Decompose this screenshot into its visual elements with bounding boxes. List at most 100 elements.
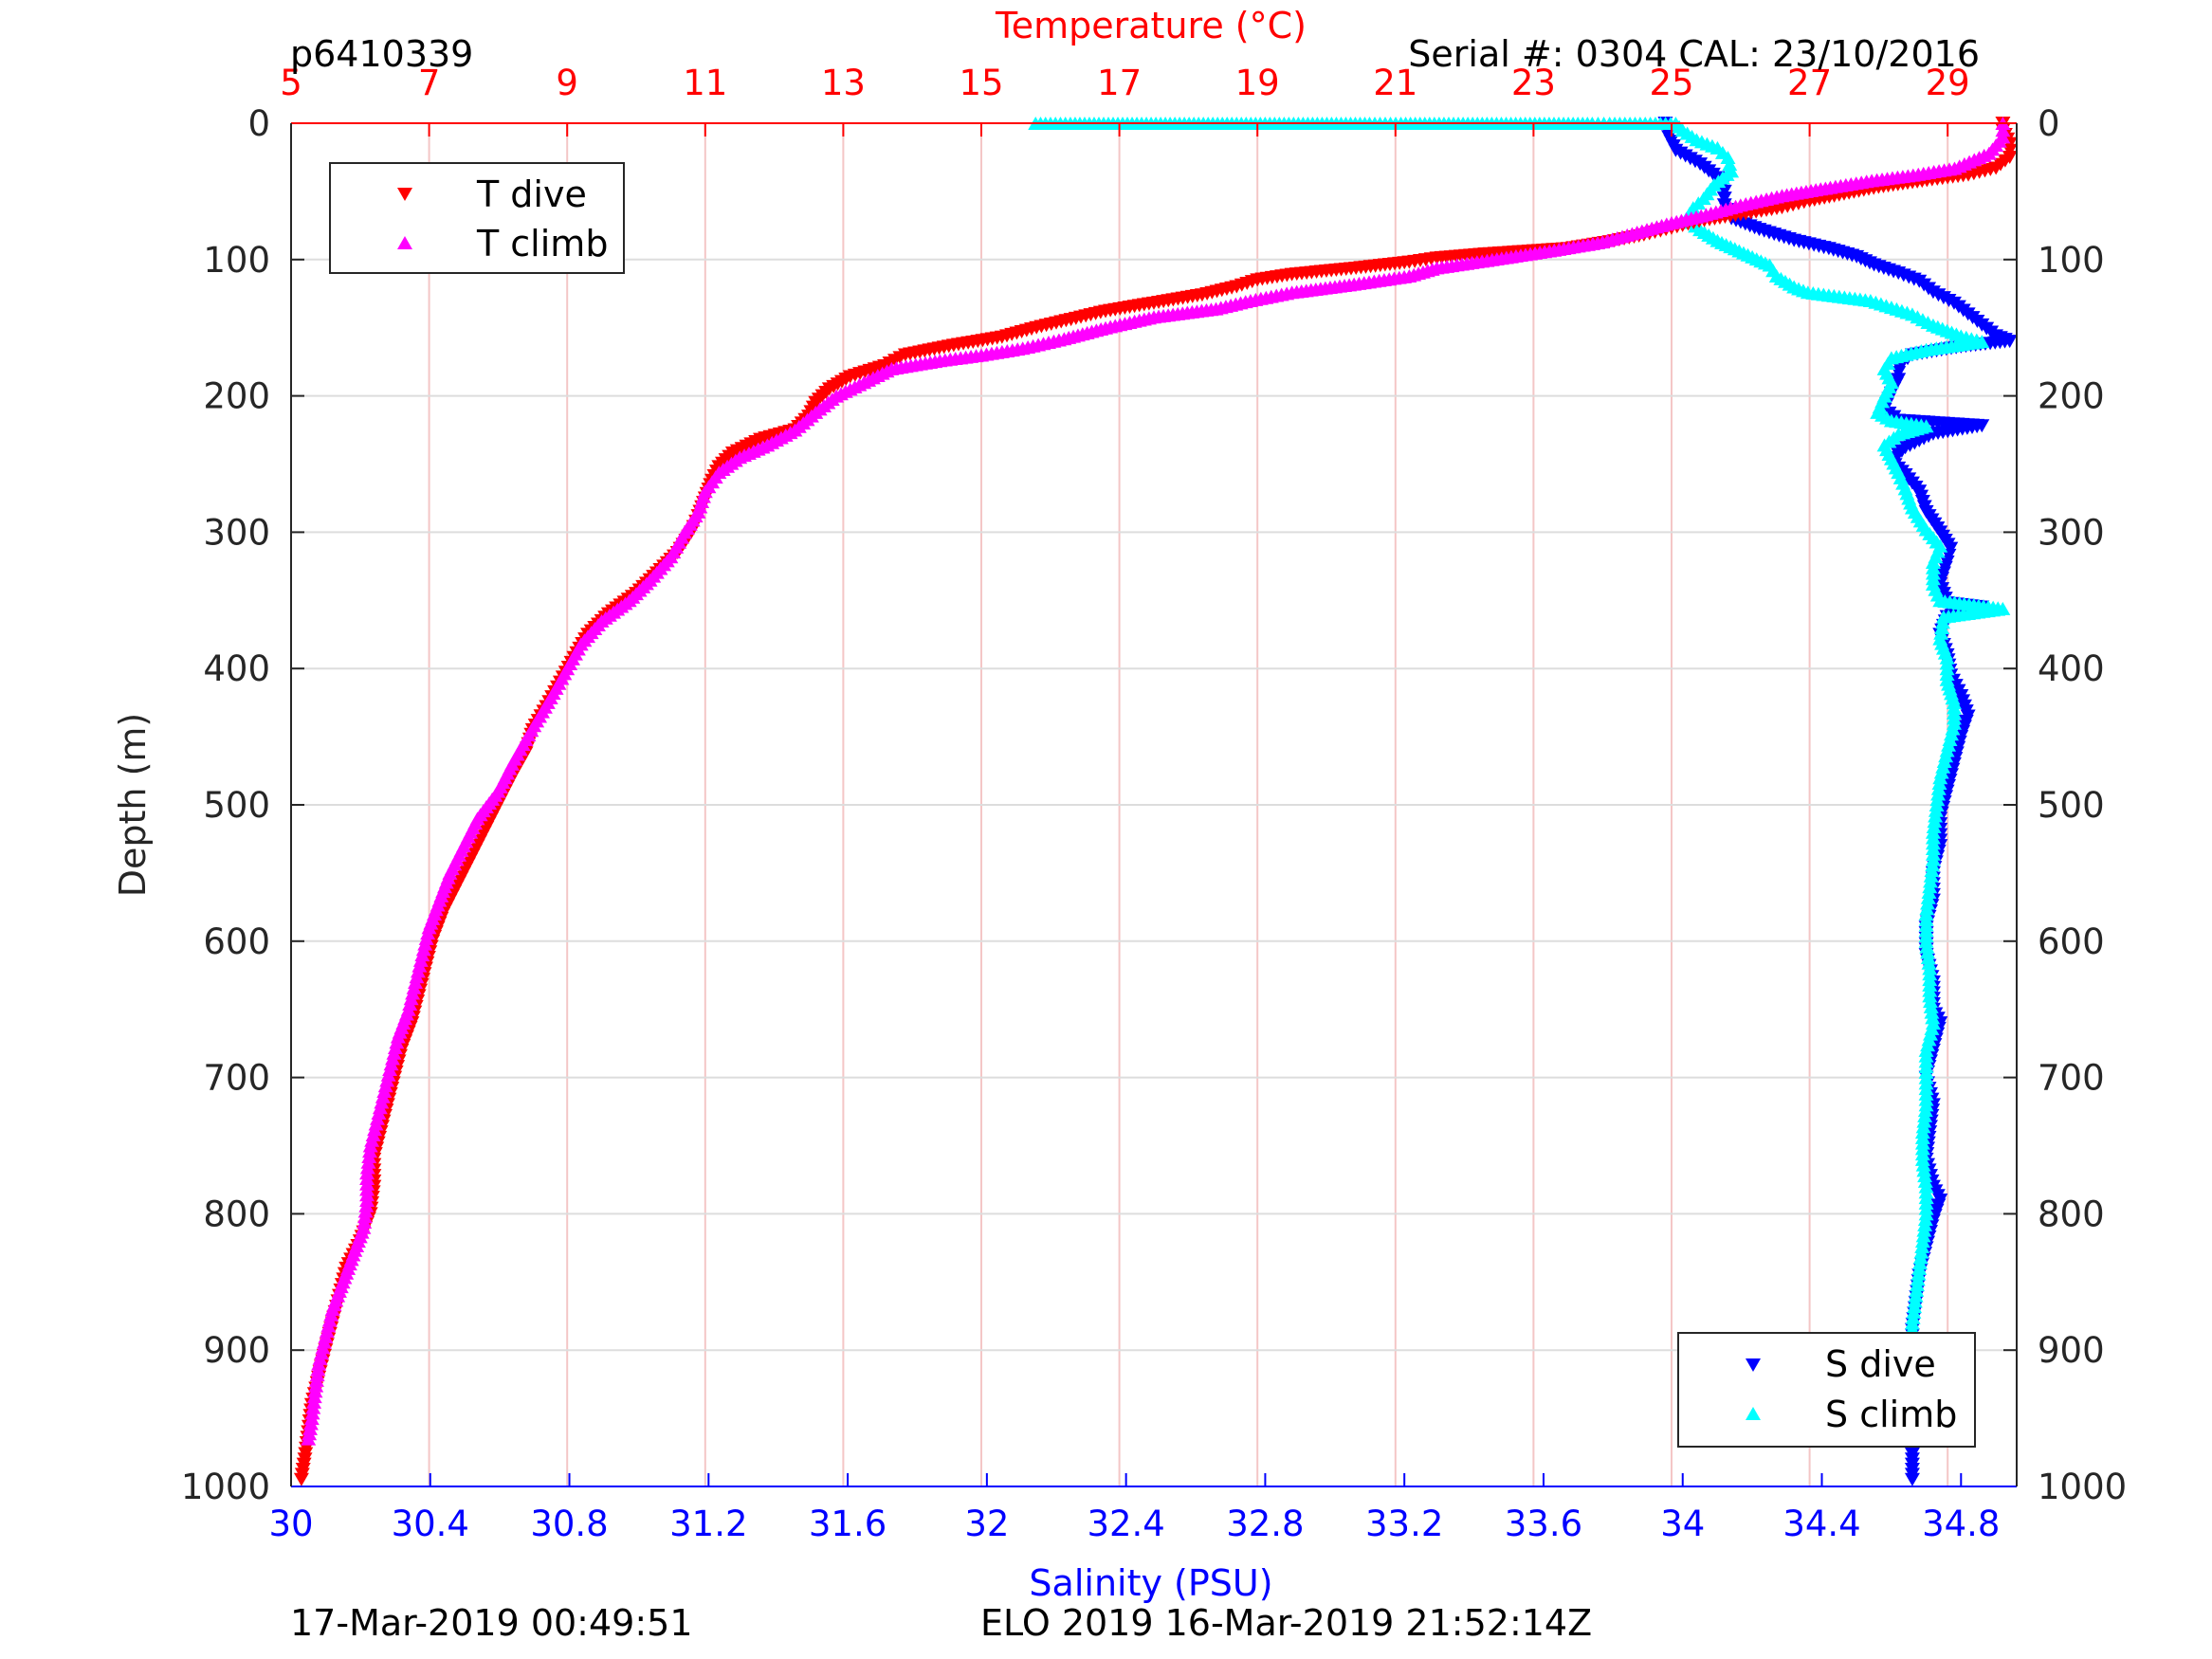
depth-tick-label-left: 500 — [203, 785, 270, 826]
depth-tick-label-right: 500 — [2038, 785, 2105, 826]
data-point — [1928, 809, 1944, 823]
depth-tick-label-left: 300 — [203, 512, 270, 553]
data-point — [1917, 1169, 1933, 1183]
data-point — [1916, 1114, 1932, 1128]
data-point — [1926, 820, 1942, 834]
data-point — [1924, 864, 1940, 878]
data-point — [1917, 1212, 1933, 1227]
data-point — [1922, 880, 1938, 894]
depth-tick-label-right: 900 — [2038, 1330, 2105, 1371]
data-point — [1924, 1005, 1940, 1019]
series-t-climb — [301, 117, 2011, 1446]
data-point — [1920, 951, 1936, 965]
depth-tick-label-left: 0 — [247, 103, 270, 144]
depth-tick-label-right: 100 — [2038, 240, 2105, 281]
legend-label-s-dive: S dive — [1825, 1343, 1936, 1385]
data-point — [304, 1406, 320, 1420]
temp-tick-label: 17 — [1097, 63, 1142, 103]
temp-tick-label: 19 — [1235, 63, 1280, 103]
data-point — [1922, 989, 1938, 1003]
data-point — [1925, 852, 1941, 866]
sal-tick-label: 32 — [964, 1504, 1009, 1544]
data-point — [309, 1368, 325, 1382]
data-point — [1923, 868, 1939, 883]
data-point — [1920, 896, 1936, 910]
data-point — [361, 1144, 377, 1158]
data-point — [1914, 1152, 1930, 1166]
footer-left: 17-Mar-2019 00:49:51 — [290, 1602, 693, 1644]
sal-tick-label: 30.8 — [530, 1504, 608, 1544]
data-point — [1931, 775, 1947, 790]
data-point — [359, 1194, 375, 1208]
temp-tick-label: 5 — [280, 63, 302, 103]
depth-axis-label: Depth (m) — [112, 713, 154, 898]
data-point — [1917, 1217, 1933, 1231]
sal-tick-label: 34.8 — [1922, 1504, 2000, 1544]
data-point — [1925, 1011, 1941, 1025]
data-point — [1925, 858, 1941, 872]
depth-tick-label-left: 600 — [203, 921, 270, 962]
depth-tick-label-right: 0 — [2038, 103, 2060, 144]
salinity-legend: S dive S climb — [1677, 1332, 1976, 1448]
temp-tick-label: 29 — [1926, 63, 1970, 103]
data-point — [1916, 1223, 1932, 1237]
data-point — [356, 1215, 373, 1230]
legend-label-t-climb: T climb — [476, 223, 608, 264]
data-point — [1929, 793, 1946, 807]
data-point — [358, 1198, 375, 1212]
data-point — [1905, 1310, 1921, 1324]
data-point — [1916, 1163, 1932, 1177]
data-point — [1935, 610, 1951, 624]
footer-right: ELO 2019 16-Mar-2019 21:52:14Z — [980, 1602, 1592, 1644]
data-point — [308, 1373, 324, 1387]
data-point — [1716, 184, 1732, 198]
data-point — [1904, 1472, 1920, 1486]
data-point — [356, 1210, 373, 1224]
data-point — [1930, 781, 1947, 795]
sal-tick-label: 33.6 — [1505, 1504, 1582, 1544]
data-point — [357, 1204, 374, 1218]
legend-marker-s-dive — [1746, 1358, 1761, 1372]
data-point — [1935, 615, 1951, 629]
data-point — [1908, 1288, 1924, 1303]
header-right: Serial #: 0304 CAL: 23/10/2016 — [1408, 33, 1980, 75]
depth-tick-label-right: 600 — [2038, 921, 2105, 962]
data-point — [1716, 191, 1732, 206]
temp-tick-label: 9 — [556, 63, 578, 103]
depth-tick-label-left: 900 — [203, 1330, 270, 1371]
data-point — [1932, 771, 1948, 785]
data-point — [310, 1362, 326, 1376]
data-point — [1923, 994, 1938, 1009]
temp-tick-label: 13 — [821, 63, 866, 103]
data-point — [1929, 798, 1945, 811]
depth-tick-label-left: 200 — [203, 376, 270, 417]
data-point — [1906, 1304, 1922, 1319]
legend-marker-t-climb — [397, 236, 412, 249]
data-point — [308, 1378, 324, 1393]
data-point — [1934, 621, 1950, 635]
depth-tick-label-right: 800 — [2038, 1194, 2105, 1234]
data-point — [1923, 999, 1939, 1013]
data-point — [1720, 150, 1736, 164]
data-point — [1930, 787, 1947, 801]
data-point — [1915, 1158, 1931, 1172]
data-point — [361, 1150, 377, 1164]
sal-tick-label: 33.2 — [1365, 1504, 1443, 1544]
depth-tick-label-left: 700 — [203, 1058, 270, 1099]
sal-tick-label: 31.2 — [669, 1504, 747, 1544]
data-point — [1921, 956, 1937, 970]
data-point — [1919, 939, 1935, 954]
data-point — [311, 1357, 327, 1371]
data-point — [1920, 945, 1936, 959]
data-point — [1928, 803, 1944, 817]
sal-tick-label: 30 — [268, 1504, 313, 1544]
depth-tick-label-right: 400 — [2038, 648, 2105, 689]
depth-tick-label-right: 1000 — [2038, 1467, 2127, 1507]
temp-tick-label: 11 — [683, 63, 727, 103]
legend-label-t-dive: T dive — [476, 173, 587, 215]
sal-tick-label: 32.8 — [1226, 1504, 1304, 1544]
grid — [290, 122, 2017, 1487]
data-point — [1917, 1108, 1933, 1122]
depth-tick-label-left: 1000 — [181, 1467, 270, 1507]
data-point — [1923, 874, 1938, 888]
